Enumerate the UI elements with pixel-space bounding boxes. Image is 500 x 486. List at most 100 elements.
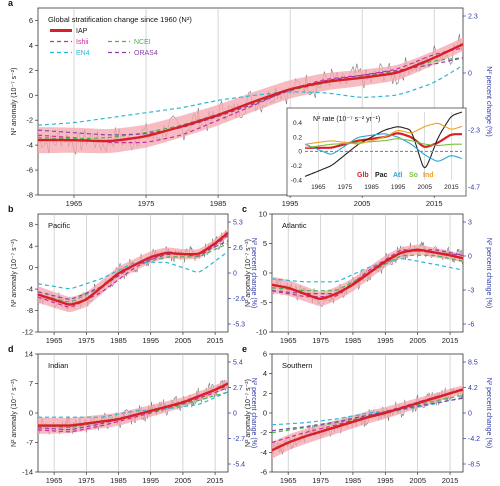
iap-uncertainty-band <box>38 37 463 154</box>
inset-x-tick-label: 1975 <box>338 184 353 191</box>
inset-y-tick-label: 0.2 <box>293 134 302 141</box>
x-tick-label: 1985 <box>345 336 362 345</box>
panel-letter: d <box>8 344 14 354</box>
series-line-iap <box>37 231 229 306</box>
y-tick-label: 14 <box>25 350 33 359</box>
right-tick-label: -2.3 <box>468 128 480 135</box>
y-tick-label: 7 <box>29 379 33 388</box>
panel-d: 1965 1975 1985 1995 2005 2015 -14 -7 0 7 14 5.4 2.7 0… <box>8 344 257 485</box>
panel-title: Global stratification change since 1960 … <box>48 15 192 24</box>
right-tick-label: -6 <box>468 322 474 329</box>
right-tick-label: -5.4 <box>233 462 245 469</box>
x-tick-label: 2005 <box>175 336 192 345</box>
y-tick-label: 6 <box>263 350 267 359</box>
series-line-iap <box>38 43 464 143</box>
x-tick-label: 1985 <box>345 476 362 485</box>
x-tick-label: 2005 <box>354 199 371 208</box>
legend-label-oras4: ORAS4 <box>134 50 158 57</box>
series-line-en4 <box>271 396 464 426</box>
panel-letter: e <box>242 344 247 354</box>
right-tick-label: -4.7 <box>468 185 480 192</box>
inset-x-tick-label: 1995 <box>391 184 406 191</box>
x-tick-label: 1975 <box>312 336 329 345</box>
y-tick-label: 2 <box>263 389 267 398</box>
y-tick-label: 0 <box>263 409 267 418</box>
panel-b: 1965 1975 1985 1995 2005 2015 -12 -8 -4 0 4 8 5.3 2.6… <box>8 204 257 345</box>
right-tick-label: 5.4 <box>233 360 243 367</box>
y-tick-label: 0 <box>29 263 33 272</box>
y-tick-label: 10 <box>259 210 267 219</box>
inset-line-atl <box>304 133 463 162</box>
inset-y-tick-label: -0.4 <box>291 177 303 184</box>
y-tick-label: 2 <box>29 66 33 75</box>
inset-label-so: So <box>409 172 418 179</box>
series-line-en4 <box>37 64 464 126</box>
series-line-iap <box>271 388 464 452</box>
series-line-ishii <box>37 387 229 433</box>
y-tick-label: 0 <box>29 91 33 100</box>
x-tick-label: 1995 <box>282 199 299 208</box>
inset-label-ind: Ind <box>423 172 434 179</box>
y-tick-label: 4 <box>29 242 33 251</box>
x-tick-label: 2015 <box>442 476 459 485</box>
x-tick-label: 2005 <box>175 476 192 485</box>
inset-x-tick-label: 1965 <box>311 184 326 191</box>
right-tick-label: 2.7 <box>233 385 243 392</box>
panel-title: Southern <box>282 361 312 370</box>
x-tick-label: 1995 <box>377 336 394 345</box>
y-tick-label: -6 <box>26 166 33 175</box>
series-line-ncei <box>37 391 229 429</box>
y-tick-label: -5 <box>260 298 267 307</box>
inset-x-tick-label: 1985 <box>364 184 379 191</box>
y-tick-label: -4 <box>26 285 33 294</box>
x-tick-label: 2015 <box>426 199 443 208</box>
right-tick-label: 4.2 <box>468 385 478 392</box>
y-tick-label: -8 <box>26 306 33 315</box>
x-tick-label: 1995 <box>142 476 159 485</box>
legend: IAP NCEI Ishii EN4 ORAS4 <box>50 28 158 57</box>
right-tick-label: -8.5 <box>468 462 480 469</box>
x-tick-label: 1985 <box>110 336 127 345</box>
plot-frame <box>37 213 229 333</box>
panel-letter: c <box>242 204 247 214</box>
plot-frame <box>37 7 464 196</box>
x-tick-label: 1995 <box>377 476 394 485</box>
x-tick-label: 2005 <box>409 476 426 485</box>
x-tick-label: 1965 <box>46 336 63 345</box>
legend-label-ncei: NCEI <box>134 39 151 46</box>
x-tick-label: 1965 <box>46 476 63 485</box>
right-tick-label: 0 <box>233 411 237 418</box>
y-axis-label: N² anomaly (10⁻⁷ s⁻²) <box>11 379 18 447</box>
inset-rate-chart: N² rate (10⁻⁷ s⁻² yr⁻¹) 1965 1975 1985 1995 2… <box>286 107 467 197</box>
x-tick-label: 1965 <box>280 336 297 345</box>
right-tick-label: -5.3 <box>233 322 245 329</box>
iap-uncertainty-band <box>272 385 463 459</box>
x-tick-label: 1985 <box>110 476 127 485</box>
inset-y-tick-label: 0.4 <box>293 120 302 127</box>
y-axis-label: N² anomaly (10⁻⁷ s⁻²) <box>11 68 18 136</box>
inset-line-so <box>304 138 462 149</box>
right-tick-label: 2.6 <box>233 245 243 252</box>
panel-e: 1965 1975 1985 1995 2005 2015 -6 -4 -2 0 2 4 6 8.5 4.2… <box>242 344 492 485</box>
x-tick-label: 1965 <box>280 476 297 485</box>
series-line-en4 <box>38 391 229 418</box>
panel-title: Indian <box>48 361 68 370</box>
y-tick-label: -10 <box>256 328 267 337</box>
y-tick-label: 6 <box>29 16 33 25</box>
series-line-en4 <box>37 251 229 290</box>
inset-label-glb: Glb <box>357 172 369 179</box>
y-tick-label: 5 <box>263 239 267 248</box>
inset-title: N² rate (10⁻⁷ s⁻² yr⁻¹) <box>313 116 380 123</box>
series-line-en4 <box>271 258 464 283</box>
y-tick-label: 0 <box>29 409 33 418</box>
x-tick-label: 2015 <box>442 336 459 345</box>
right-axis-label: N² percent change (%) <box>485 238 492 308</box>
y-tick-label: 4 <box>29 41 33 50</box>
x-tick-label: 2015 <box>207 476 224 485</box>
y-tick-label: -7 <box>26 438 33 447</box>
right-tick-label: -3 <box>468 288 474 295</box>
y-tick-label: -14 <box>22 468 33 477</box>
x-tick-label: 1975 <box>78 476 95 485</box>
panel-a: 1965 1975 1985 1995 2005 2015 -8 -6 -4 -2 0 2 4 6 2.3 0… <box>8 0 492 208</box>
panel-letter: b <box>8 204 14 214</box>
